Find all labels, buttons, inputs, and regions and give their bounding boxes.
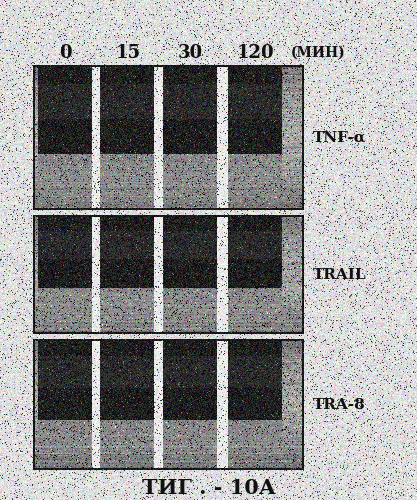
Text: 30: 30	[178, 44, 203, 62]
Text: TRAIL: TRAIL	[313, 268, 367, 282]
Text: TNF-α: TNF-α	[313, 130, 366, 144]
Text: TRA-8: TRA-8	[313, 398, 365, 412]
Text: 15: 15	[115, 44, 141, 62]
Text: 120: 120	[236, 44, 274, 62]
Text: (МИН): (МИН)	[291, 46, 345, 60]
Text: 0: 0	[59, 44, 72, 62]
Text: ΤИГ . - 10А: ΤИГ . - 10А	[141, 478, 276, 498]
